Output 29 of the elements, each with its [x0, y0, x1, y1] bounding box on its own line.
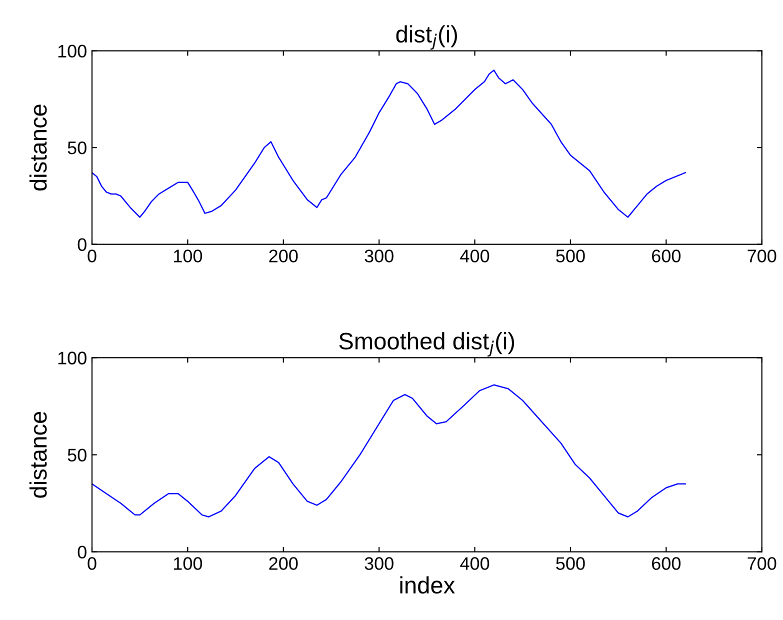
- y-tick-label: 100: [58, 44, 86, 58]
- x-tick-label: 400: [460, 557, 490, 570]
- x-tick-label: 600: [652, 250, 681, 262]
- x-tick-label: 100: [174, 250, 202, 262]
- x-tick-label: 300: [364, 557, 394, 570]
- x-tick-label: 200: [269, 557, 298, 570]
- x-tick-label: 600: [652, 557, 681, 570]
- x-tick-label: 200: [269, 250, 298, 262]
- x-tick-label: 500: [556, 250, 585, 262]
- y-axis-title: distance: [29, 412, 47, 498]
- y-tick-label: 50: [68, 448, 86, 462]
- x-tick-label: 500: [556, 557, 585, 570]
- y-tick-label: 50: [68, 141, 86, 154]
- x-tick-label: 300: [364, 250, 394, 262]
- y-tick-label: 0: [78, 546, 86, 559]
- y-tick-label: 0: [78, 238, 86, 251]
- y-axis-title: distance: [29, 104, 47, 191]
- x-tick-label: 0: [88, 250, 96, 262]
- chart-title: Smoothed dist$_{j}$(i): [339, 332, 514, 357]
- chart-title: dist$_{j}$(i): [396, 25, 458, 50]
- x-tick-label: 100: [174, 557, 202, 570]
- y-tick-label: 100: [58, 352, 86, 364]
- line-series: [92, 70, 686, 218]
- x-tick-label: 0: [88, 557, 96, 570]
- x-tick-label: 700: [748, 557, 776, 570]
- line-series: [92, 384, 686, 518]
- x-tick-label: 400: [460, 250, 490, 262]
- x-tick-label: 700: [748, 250, 776, 262]
- x-axis-title: index: [400, 576, 455, 594]
